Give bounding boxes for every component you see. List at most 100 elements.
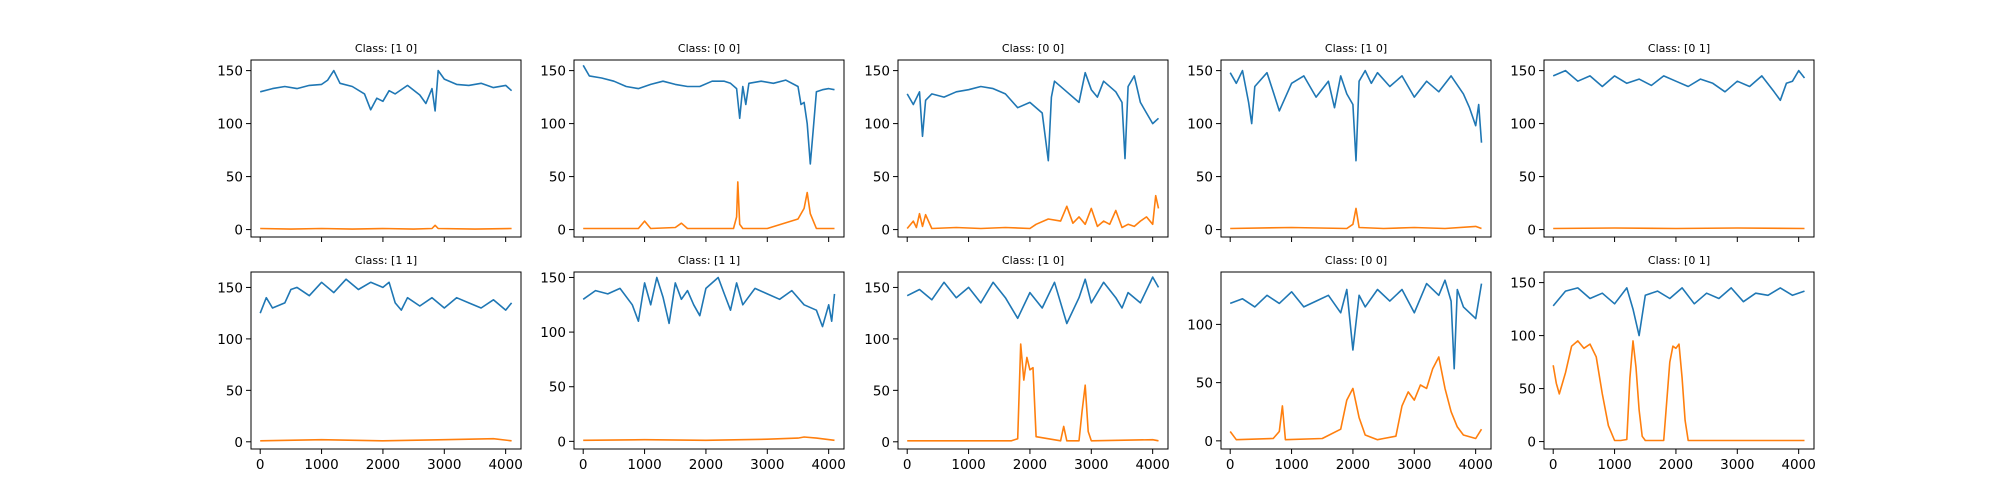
y-tick-label: 0 <box>1527 223 1536 239</box>
y-tick-label: 50 <box>1519 170 1536 186</box>
series-line-1 <box>1229 279 1483 370</box>
series-line-1 <box>906 71 1160 162</box>
y-tick-label: 50 <box>1196 170 1213 186</box>
y-tick-label: 100 <box>1187 117 1213 133</box>
y-tick-label: 0 <box>234 223 243 239</box>
axes-frame <box>1543 59 1815 238</box>
series-line-1 <box>1229 69 1483 162</box>
subplot-7: Class: [1 1] 0 1000 2000 3000 4000 0 50 100 150 <box>540 254 846 473</box>
y-tick-label: 150 <box>540 64 566 80</box>
y-tick-label: 50 <box>873 170 890 186</box>
y-tick-label: 100 <box>217 117 243 133</box>
subplot-title: Class: [1 0] <box>355 42 417 55</box>
series-line-1 <box>906 276 1160 325</box>
axes-frame <box>1543 271 1815 450</box>
series-line-2 <box>907 343 1159 442</box>
x-tick-label: 3000 <box>1720 457 1754 473</box>
x-tick-label: 0 <box>579 457 588 473</box>
series-line-2 <box>906 194 1160 230</box>
y-tick-label: 150 <box>1187 64 1213 80</box>
subplot-4: Class: [1 0] 0 50 100 150 <box>1187 42 1492 242</box>
y-tick-label: 50 <box>226 383 243 399</box>
y-tick-label: 150 <box>540 270 566 286</box>
subplot-title: Class: [0 1] <box>1648 42 1710 55</box>
axes-frame <box>897 271 1169 450</box>
x-tick-label: 4000 <box>488 457 522 473</box>
subplot-2: Class: [0 0] 0 50 100 150 <box>540 42 845 242</box>
axes-frame <box>897 59 1169 238</box>
y-tick-label: 150 <box>864 280 890 296</box>
x-tick-label: 1000 <box>627 457 661 473</box>
x-tick-label: 2000 <box>1013 457 1047 473</box>
y-tick-label: 100 <box>1510 117 1536 133</box>
y-tick-label: 100 <box>540 117 566 133</box>
x-tick-label: 0 <box>903 457 912 473</box>
x-tick-label: 2000 <box>689 457 723 473</box>
x-tick-label: 4000 <box>1781 457 1815 473</box>
series-line-1 <box>582 64 835 165</box>
subplot-title: Class: [0 0] <box>1325 254 1387 267</box>
y-tick-label: 100 <box>540 325 566 341</box>
series-line-2 <box>583 436 835 442</box>
y-tick-label: 0 <box>1204 434 1213 450</box>
y-tick-label: 50 <box>1519 382 1536 398</box>
series-line-2 <box>260 437 512 442</box>
x-tick-label: 1000 <box>1597 457 1631 473</box>
series-line-2 <box>1553 227 1805 230</box>
subplot-title: Class: [0 1] <box>1648 254 1710 267</box>
series-line-1 <box>1552 287 1805 337</box>
x-tick-label: 3000 <box>750 457 784 473</box>
y-tick-label: 50 <box>1196 376 1213 392</box>
y-tick-label: 0 <box>557 223 566 239</box>
x-tick-label: 4000 <box>1135 457 1169 473</box>
series-line-2 <box>1229 356 1483 441</box>
y-tick-label: 50 <box>549 170 566 186</box>
subplot-title: Class: [1 0] <box>1002 254 1064 267</box>
y-tick-label: 100 <box>1187 317 1213 333</box>
y-tick-label: 0 <box>1204 223 1213 239</box>
subplot-8: Class: [1 0] 0 1000 2000 3000 4000 0 50 100 150 <box>864 254 1170 473</box>
series-line-1 <box>259 69 513 112</box>
axes-frame <box>573 59 845 238</box>
axes-frame <box>1220 271 1492 450</box>
subplot-title: Class: [1 0] <box>1325 42 1387 55</box>
subplot-5: Class: [0 1] 0 50 100 150 <box>1510 42 1815 242</box>
subplot-10: Class: [0 1] 0 1000 2000 3000 4000 0 50 100 150 <box>1510 254 1816 473</box>
series-line-1 <box>1552 69 1806 102</box>
series-line-2 <box>1552 340 1805 442</box>
subplot-title: Class: [0 0] <box>1002 42 1064 55</box>
y-tick-label: 50 <box>549 380 566 396</box>
subplot-title: Class: [0 0] <box>678 42 740 55</box>
x-tick-label: 0 <box>1549 457 1558 473</box>
y-tick-label: 0 <box>881 223 890 239</box>
y-tick-label: 0 <box>557 434 566 450</box>
x-tick-label: 1000 <box>951 457 985 473</box>
x-tick-label: 1000 <box>1274 457 1308 473</box>
x-tick-label: 2000 <box>366 457 400 473</box>
x-tick-label: 4000 <box>811 457 845 473</box>
axes-frame <box>250 59 522 238</box>
axes-frame <box>573 271 845 450</box>
axes-frame <box>250 271 522 450</box>
series-line-2 <box>583 181 835 230</box>
x-tick-label: 2000 <box>1336 457 1370 473</box>
x-tick-label: 3000 <box>427 457 461 473</box>
series-line-1 <box>582 276 836 328</box>
y-tick-label: 100 <box>217 332 243 348</box>
x-tick-label: 0 <box>1226 457 1235 473</box>
y-tick-label: 50 <box>873 383 890 399</box>
series-line-2 <box>1230 207 1482 230</box>
series-line-1 <box>259 278 513 314</box>
subplot-title: Class: [1 1] <box>355 254 417 267</box>
y-tick-label: 100 <box>864 117 890 133</box>
y-tick-label: 0 <box>234 435 243 451</box>
y-tick-label: 150 <box>864 64 890 80</box>
y-tick-label: 150 <box>217 64 243 80</box>
x-tick-label: 4000 <box>1458 457 1492 473</box>
y-tick-label: 50 <box>226 170 243 186</box>
x-tick-label: 2000 <box>1659 457 1693 473</box>
y-tick-label: 100 <box>1510 329 1536 345</box>
y-tick-label: 0 <box>881 435 890 451</box>
y-tick-label: 150 <box>217 280 243 296</box>
